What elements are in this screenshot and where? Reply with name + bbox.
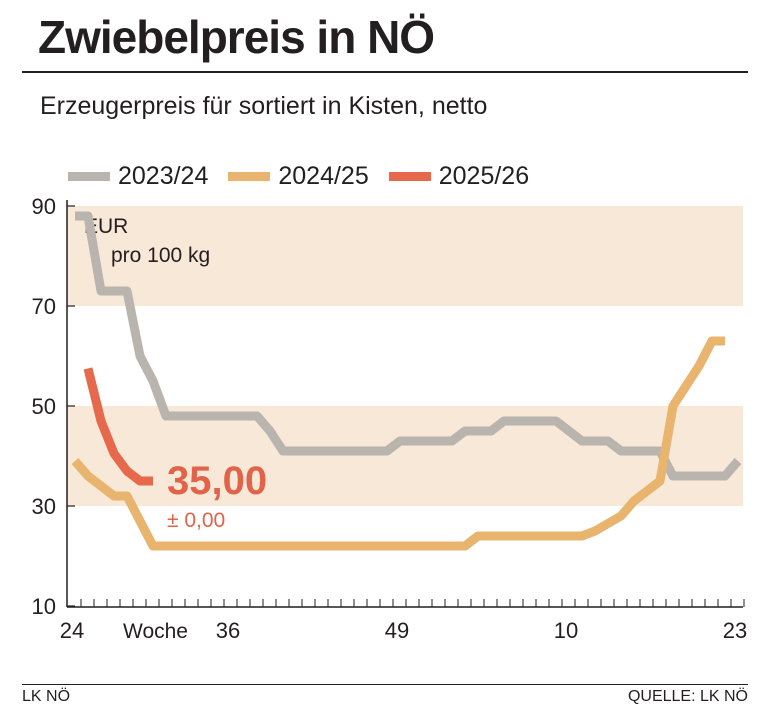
legend-item-2024-25: 2024/25 [228,162,369,191]
page-title: Zwiebelpreis in NÖ [38,11,435,63]
title-divider [22,71,748,73]
legend-label: 2024/25 [278,162,369,190]
subtitle: Erzeugerpreis für sortiert in Kisten, ne… [40,92,488,120]
legend-label: 2023/24 [118,162,209,190]
x-tick-label: 24 [60,618,84,643]
footer-divider [22,684,748,685]
y-tick-label: 30 [32,494,56,519]
series-line-2024-25 [71,336,725,551]
current-value: 35,00 [167,459,267,503]
footer-source: QUELLE: LK NÖ [627,688,748,705]
legend: 2023/24 2024/25 2025/26 [68,162,529,191]
value-change: ± 0,00 [167,509,225,532]
x-tick-label: 23 [723,618,747,643]
series-line-2025-26 [83,367,153,486]
legend-swatch [388,172,431,181]
x-tick-label: 36 [216,618,240,643]
y-tick-label: 90 [32,194,56,219]
shaded-band [67,406,743,506]
footer-left: LK NÖ [22,688,71,705]
x-axis-label: Woche [123,620,188,643]
x-tick-label: 10 [554,618,578,643]
legend-swatch [68,172,110,181]
y-tick-label: 50 [32,394,56,419]
legend-item-2025-26: 2025/26 [388,162,530,191]
legend-swatch [228,172,271,181]
y-tick-label: 10 [32,594,56,619]
legend-label: 2025/26 [438,162,530,190]
unit-label: pro 100 kg [111,244,210,267]
series-line-2023-24 [75,211,742,481]
legend-item-2023-24: 2023/24 [68,162,208,191]
y-tick-label: 70 [32,294,56,319]
x-tick-label: 49 [385,618,409,643]
shaded-band [67,206,743,306]
